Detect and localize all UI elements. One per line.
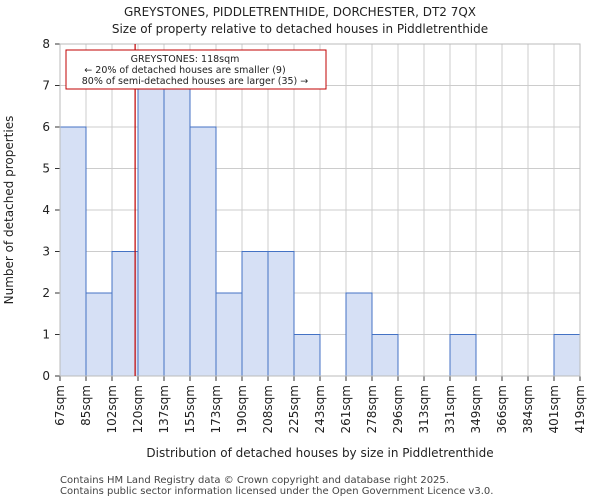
x-tick-label: 261sqm: [339, 385, 353, 433]
y-tick-label: 0: [42, 369, 50, 383]
chart-subtitle: Size of property relative to detached ho…: [112, 22, 488, 36]
bar-225sqm: [293, 334, 321, 377]
x-tick-label: 296sqm: [391, 385, 405, 433]
annotation-line-3: 80% of semi-detached houses are larger (…: [82, 76, 309, 87]
annotation-line-1: GREYSTONES: 118sqm: [131, 54, 240, 65]
x-axis-ticks: 67sqm 85sqm 102sqm 120sqm 137sqm 155sqm 173sqm…: [53, 376, 587, 433]
x-tick-label: 313sqm: [417, 385, 431, 433]
x-tick-label: 419sqm: [573, 385, 587, 433]
x-tick-label: 331sqm: [443, 385, 457, 433]
bar-278sqm: [371, 334, 399, 377]
x-tick-label: 243sqm: [313, 385, 327, 433]
annotation-box: GREYSTONES: 118sqm ← 20% of detached hou…: [65, 49, 327, 90]
chart-title: GREYSTONES, PIDDLETRENTHIDE, DORCHESTER,…: [124, 5, 476, 19]
footer-line-2: Contains public sector information licen…: [60, 486, 493, 497]
x-tick-label: 401sqm: [547, 385, 561, 433]
bar-137sqm: [163, 85, 191, 377]
bar-190sqm: [241, 251, 269, 377]
x-tick-label: 173sqm: [209, 385, 223, 433]
annotation-line-2: ← 20% of detached houses are smaller (9): [84, 65, 285, 76]
bar-261sqm: [345, 292, 373, 377]
x-tick-label: 120sqm: [131, 385, 145, 433]
x-tick-label: 278sqm: [365, 385, 379, 433]
bar-102sqm: [111, 251, 139, 377]
x-tick-label: 366sqm: [495, 385, 509, 433]
y-tick-label: 7: [42, 79, 50, 93]
y-tick-label: 4: [42, 203, 50, 217]
bar-155sqm: [189, 126, 217, 377]
bar-401sqm: [553, 334, 581, 377]
bar-120sqm: [137, 85, 165, 377]
x-tick-label: 102sqm: [105, 385, 119, 433]
bar-67sqm: [59, 126, 87, 377]
y-tick-label: 1: [42, 328, 50, 342]
x-axis-label: Distribution of detached houses by size …: [146, 446, 493, 460]
x-tick-label: 155sqm: [183, 385, 197, 433]
x-tick-label: 384sqm: [521, 385, 535, 433]
bar-173sqm: [215, 292, 243, 377]
y-axis-ticks: 0 1 2 3 4 5 6 7 8: [42, 37, 60, 383]
x-tick-label: 190sqm: [235, 385, 249, 433]
y-axis-label: Number of detached properties: [2, 116, 16, 305]
annotation-frame: [65, 49, 327, 90]
y-tick-label: 8: [42, 37, 50, 51]
bar-208sqm: [267, 251, 295, 377]
bar-331sqm: [449, 334, 477, 377]
x-tick-label: 208sqm: [261, 385, 275, 433]
bar-85sqm: [85, 292, 113, 377]
x-tick-label: 225sqm: [287, 385, 301, 433]
plot-frame: [59, 43, 581, 377]
y-tick-label: 5: [42, 162, 50, 176]
x-tick-label: 85sqm: [79, 385, 93, 426]
x-tick-label: 137sqm: [157, 385, 171, 433]
x-tick-label: 67sqm: [53, 385, 67, 426]
bar-series: [59, 85, 581, 377]
footer-line-1: Contains HM Land Registry data © Crown c…: [60, 475, 449, 486]
y-tick-label: 2: [42, 286, 50, 300]
y-tick-label: 6: [42, 120, 50, 134]
y-tick-label: 3: [42, 245, 50, 259]
x-tick-label: 349sqm: [469, 385, 483, 433]
